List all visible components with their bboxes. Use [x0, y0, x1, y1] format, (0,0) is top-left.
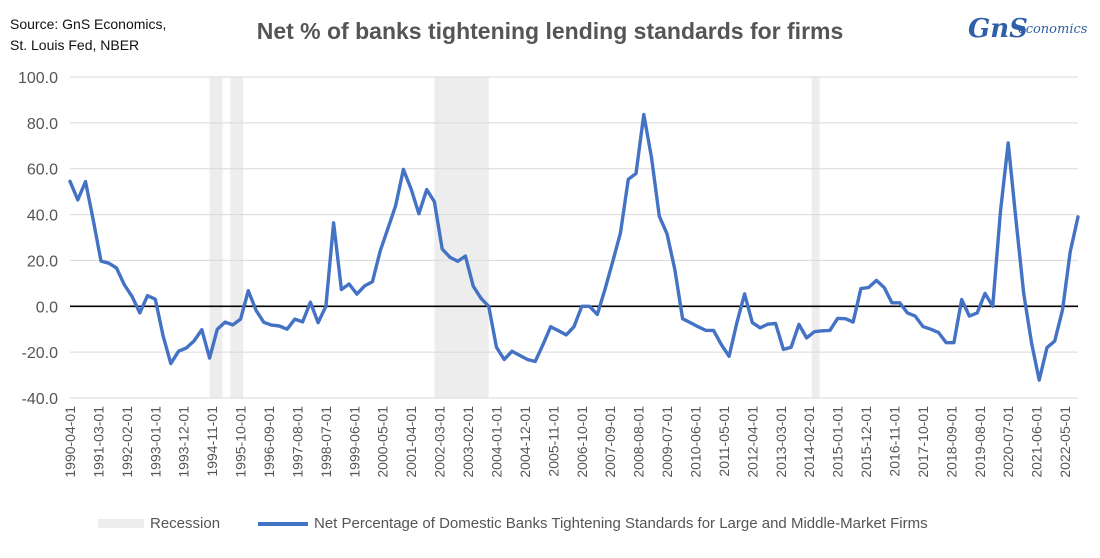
- x-tick-label: 2015-12-01: [858, 406, 874, 478]
- recession-band-2: [434, 77, 489, 398]
- source-line-1: Source: GnS Economics,: [10, 16, 167, 32]
- x-tick-label: 2018-09-01: [943, 406, 959, 478]
- x-tick-label: 2010-06-01: [687, 406, 703, 478]
- x-tick-label: 2005-11-01: [545, 406, 561, 477]
- x-tick-label: 2013-03-01: [773, 406, 789, 478]
- y-tick-label: -20.0: [22, 345, 59, 362]
- x-tick-label: 2008-08-01: [631, 406, 647, 478]
- x-tick-label: 2004-01-01: [488, 406, 504, 478]
- x-tick-label: 1993-01-01: [147, 406, 163, 478]
- recession-band-0: [209, 77, 223, 398]
- y-tick-label: 20.0: [27, 253, 58, 270]
- chart-title: Net % of banks tightening lending standa…: [256, 18, 844, 44]
- x-tick-label: 1998-07-01: [318, 406, 334, 478]
- x-tick-label: 1991-03-01: [90, 406, 106, 478]
- x-tick-label: 2000-05-01: [375, 406, 391, 478]
- x-tick-label: 1999-06-01: [346, 406, 362, 478]
- x-tick-label: 1994-11-01: [204, 406, 220, 477]
- chart-legend: Recession Net Percentage of Domestic Ban…: [0, 515, 1100, 541]
- x-tick-label: 2011-05-01: [716, 406, 732, 477]
- legend-item-recession: Recession: [98, 515, 220, 532]
- recession-band-1: [230, 77, 244, 398]
- x-tick-label: 2019-08-01: [972, 406, 988, 478]
- y-tick-label: -40.0: [22, 391, 59, 408]
- x-tick-label: 2020-07-01: [1000, 406, 1016, 478]
- legend-swatch-recession: [98, 519, 144, 528]
- x-tick-label: 2012-04-01: [744, 406, 760, 478]
- x-tick-label: 2021-06-01: [1029, 406, 1045, 478]
- y-tick-label: 100.0: [18, 70, 58, 87]
- x-tick-label: 2001-04-01: [403, 406, 419, 478]
- x-tick-label: 2016-11-01: [886, 406, 902, 477]
- logo-mark: GnS: [968, 14, 1028, 44]
- legend-swatch-series: [258, 521, 308, 526]
- x-tick-label: 2017-10-01: [915, 406, 931, 478]
- y-tick-label: 80.0: [27, 116, 58, 133]
- legend-label-recession: Recession: [150, 515, 221, 532]
- x-tick-label: 2014-02-01: [801, 406, 817, 478]
- y-tick-label: 60.0: [27, 162, 58, 179]
- x-tick-label: 1997-08-01: [289, 406, 305, 478]
- x-tick-label: 1995-10-01: [233, 406, 249, 478]
- logo-text: economics: [1018, 22, 1088, 37]
- legend-label-series: Net Percentage of Domestic Banks Tighten…: [314, 515, 928, 532]
- x-tick-label: 2007-09-01: [602, 406, 618, 478]
- source-line-2: St. Louis Fed, NBER: [10, 37, 140, 53]
- y-tick-label: 0.0: [36, 299, 58, 316]
- source-note: Source: GnS Economics, St. Louis Fed, NB…: [10, 14, 166, 56]
- x-tick-label: 2004-12-01: [517, 406, 533, 478]
- x-tick-label: 1992-02-01: [119, 406, 135, 478]
- x-tick-label: 2002-03-01: [432, 406, 448, 478]
- x-tick-label: 2009-07-01: [659, 406, 675, 478]
- line-chart: 100.0 80.0 60.0 40.0 20.0 0.0 -20.0 -40.01990-0…: [18, 70, 1080, 478]
- x-tick-label: 2022-05-01: [1057, 406, 1073, 478]
- x-tick-label: 1993-12-01: [176, 406, 192, 478]
- recession-band-3: [811, 77, 820, 398]
- x-tick-label: 1996-09-01: [261, 406, 277, 478]
- legend-item-series: Net Percentage of Domestic Banks Tighten…: [258, 515, 928, 532]
- series-line-0: [68, 112, 1080, 382]
- x-tick-label: 1990-04-01: [62, 406, 78, 478]
- x-tick-label: 2003-02-01: [460, 406, 476, 478]
- y-tick-label: 40.0: [27, 208, 58, 225]
- x-tick-label: 2015-01-01: [830, 406, 846, 478]
- x-tick-label: 2006-10-01: [574, 406, 590, 478]
